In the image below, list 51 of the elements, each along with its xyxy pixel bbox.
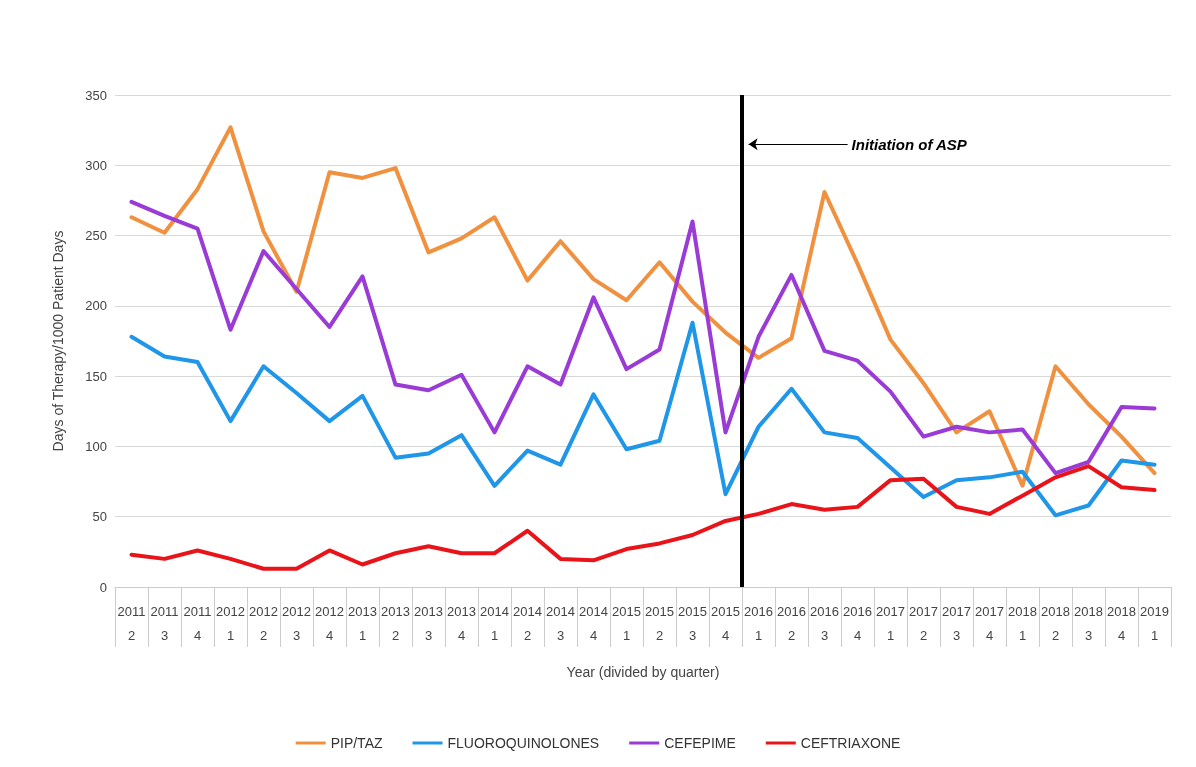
x-axis-title: Year (divided by quarter) xyxy=(566,664,720,680)
x-tick-label: 2016 2 xyxy=(777,603,806,643)
ref-line-label: Initiation of ASP xyxy=(851,135,968,153)
x-tick-label: 2013 1 xyxy=(348,603,377,643)
x-tick-label: 2018 3 xyxy=(1074,603,1103,643)
y-tick-label: 0 xyxy=(99,579,107,595)
line-series xyxy=(129,320,1157,518)
line-series xyxy=(129,199,1157,476)
x-tick-label: 2011 3 xyxy=(150,603,179,643)
y-tick-label: 100 xyxy=(85,438,107,454)
legend-label: FLUOROQUINOLONES xyxy=(447,735,600,751)
x-tick-label: 2016 3 xyxy=(810,603,839,643)
x-tick-label: 2012 2 xyxy=(249,603,278,643)
x-tick-label: 2014 3 xyxy=(546,603,575,643)
x-tick-label: 2013 3 xyxy=(414,603,443,643)
x-tick-label: 2018 2 xyxy=(1041,603,1070,643)
y-tick-label: 350 xyxy=(85,87,107,103)
x-tick-label: 2015 2 xyxy=(645,603,674,643)
y-tick-label: 250 xyxy=(85,228,107,244)
x-tick-label: 2015 1 xyxy=(612,603,641,643)
y-tick-label: 150 xyxy=(85,368,107,384)
x-tick-label: 2011 2 xyxy=(117,603,146,643)
legend-label: CEFEPIME xyxy=(664,735,736,751)
x-tick-label: 2017 4 xyxy=(975,603,1004,643)
line-series xyxy=(129,464,1157,571)
x-tick-label: 2018 1 xyxy=(1008,603,1037,643)
x-tick-label: 2012 4 xyxy=(315,603,344,643)
legend-label: PIP/TAZ xyxy=(330,735,383,751)
x-tick-label: 2017 1 xyxy=(876,603,905,643)
x-tick-label: 2012 3 xyxy=(282,603,311,643)
x-tick-label: 2015 4 xyxy=(711,603,740,643)
y-axis-title: Days of Therapy/1000 Patient Days xyxy=(50,230,66,452)
x-tick-label: 2014 4 xyxy=(579,603,608,643)
x-tick-label: 2014 2 xyxy=(513,603,542,643)
x-tick-label: 2016 4 xyxy=(843,603,872,643)
x-tick-label: 2013 4 xyxy=(447,603,476,643)
x-tick-label: 2015 3 xyxy=(678,603,707,643)
x-tick-label: 2013 2 xyxy=(381,603,410,643)
y-tick-label: 300 xyxy=(85,157,107,173)
line-series xyxy=(129,125,1157,488)
legend-label: CEFTRIAXONE xyxy=(800,735,901,751)
x-tick-label: 2012 1 xyxy=(216,603,245,643)
x-tick-label: 2018 4 xyxy=(1107,603,1136,643)
y-tick-label: 200 xyxy=(85,298,107,314)
x-tick-label: 2017 3 xyxy=(942,603,971,643)
x-tick-label: 2014 1 xyxy=(480,603,509,643)
x-tick-label: 2011 4 xyxy=(183,603,212,643)
y-tick-label: 50 xyxy=(92,509,107,525)
x-tick-label: 2017 2 xyxy=(909,603,938,643)
x-tick-label: 2019 1 xyxy=(1140,603,1169,643)
x-tick-label: 2016 1 xyxy=(744,603,773,643)
